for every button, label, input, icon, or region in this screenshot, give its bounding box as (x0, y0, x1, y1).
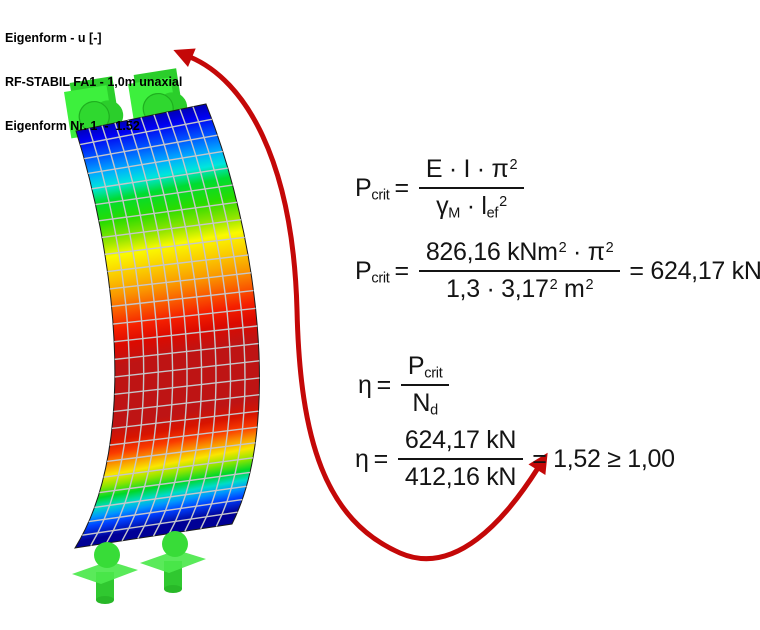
annotation-arrow (173, 48, 548, 561)
eta-result: = 1,52 ≥ 1,00 (532, 444, 675, 473)
fraction: 826,16 kNm2 · π2 1,3 · 3,172 m2 (418, 238, 621, 304)
fraction-denominator: 412,16 kN (404, 463, 517, 491)
bottom-support (72, 542, 138, 604)
equals-sign: = (394, 173, 410, 202)
eta-lhs: η (355, 444, 369, 473)
top-support (64, 76, 124, 139)
fraction-denominator: Nd (412, 389, 438, 419)
pcrit-result: = 624,17 kN (629, 256, 760, 285)
fraction-numerator: Pcrit (400, 352, 450, 386)
header-line-result-type: Eigenform - u [-] (5, 31, 102, 46)
equals-sign: = (373, 444, 389, 473)
bottom-support (140, 531, 206, 593)
fraction: Pcrit Nd (400, 352, 450, 419)
eta-lhs: η (358, 370, 372, 399)
fraction-denominator: γM · lef2 (436, 192, 507, 222)
fraction-denominator: 1,3 · 3,172 m2 (445, 275, 594, 303)
header-line-case: RF-STABIL FA1 - 1,0m unaxial (5, 74, 183, 89)
formula-pcrit-numeric: Pcrit = 826,16 kNm2 · π2 1,3 · 3,172 m2 … (355, 238, 760, 304)
fraction: 624,17 kN 412,16 kN (397, 426, 524, 492)
fraction-numerator: 826,16 kNm2 · π2 (418, 238, 621, 272)
fraction-numerator: 624,17 kN (397, 426, 524, 460)
result-header: Eigenform - u [-] RF-STABIL FA1 - 1,0m u… (5, 2, 182, 163)
pcrit-lhs: Pcrit (355, 173, 390, 204)
fraction: E · I · π2 γM · lef2 (418, 155, 525, 222)
equals-sign: = (376, 370, 392, 399)
pcrit-lhs: Pcrit (355, 256, 390, 287)
formula-pcrit-symbolic: Pcrit = E · I · π2 γM · lef2 (355, 155, 529, 221)
formula-eta-symbolic: η = Pcrit Nd (358, 352, 454, 418)
formula-eta-numeric: η = 624,17 kN 412,16 kN = 1,52 ≥ 1,00 (355, 426, 675, 492)
header-line-eigenform-factor: Eigenform Nr. 1 - 1.52 (5, 118, 140, 133)
fraction-numerator: E · I · π2 (418, 155, 525, 189)
equals-sign: = (394, 256, 410, 285)
